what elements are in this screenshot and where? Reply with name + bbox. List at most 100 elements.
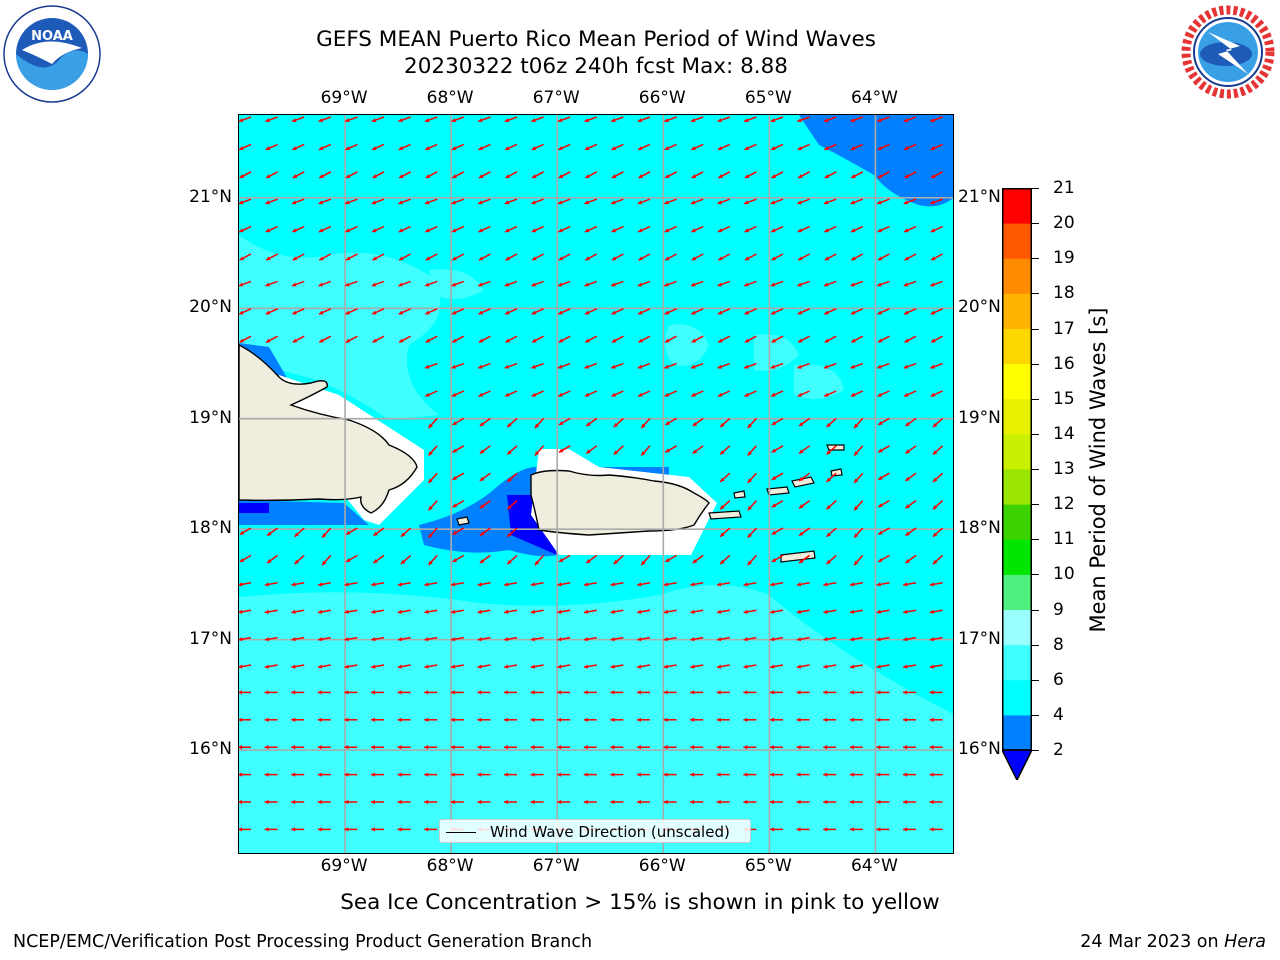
wind-arrow: [796, 827, 810, 832]
wind-arrow: [610, 198, 624, 205]
wind-arrow: [930, 171, 943, 179]
wind-arrow: [690, 198, 704, 205]
nws-logo: [1181, 5, 1275, 99]
wind-arrow: [397, 717, 411, 722]
wind-arrow: [797, 335, 810, 343]
wind-arrow: [797, 253, 810, 261]
noaa-logo-text: NOAA: [31, 29, 73, 44]
wind-arrow: [530, 745, 544, 750]
wind-arrow: [452, 527, 465, 536]
wind-arrow: [558, 143, 571, 151]
wind-arrow: [427, 527, 438, 539]
wind-arrow: [823, 664, 837, 669]
land-puerto-rico: [530, 469, 710, 536]
wind-arrow: [849, 799, 863, 805]
wind-arrow: [610, 799, 624, 805]
wind-arrow: [398, 280, 411, 287]
wind-arrow: [371, 717, 384, 722]
wind-arrow: [610, 772, 624, 777]
wind-arrow: [798, 499, 811, 509]
wind-arrow: [877, 554, 890, 563]
wind-arrow: [344, 198, 358, 205]
wind-arrow: [292, 225, 305, 233]
wind-arrow: [317, 772, 331, 777]
wind-arrow: [770, 717, 783, 722]
wind-arrow: [637, 582, 651, 587]
wind-arrow: [849, 717, 863, 722]
wind-arrow: [850, 390, 864, 397]
wind-arrow: [264, 745, 278, 750]
wind-arrow: [318, 116, 332, 123]
wind-arrow: [451, 308, 465, 315]
wind-arrow: [239, 335, 252, 343]
wind-arrow: [530, 690, 544, 695]
wind-arrow: [557, 772, 571, 777]
wind-arrow: [371, 198, 385, 205]
wind-arrow: [770, 772, 783, 777]
wind-arrow: [932, 472, 944, 483]
colorbar-tick-label: 9: [1053, 599, 1064, 620]
wind-arrow: [637, 609, 651, 614]
wind-arrow: [558, 171, 571, 179]
wind-arrow: [239, 554, 252, 563]
wind-arrow: [637, 745, 650, 750]
wind-arrow: [452, 472, 465, 481]
wind-arrow: [929, 582, 943, 587]
wind-arrow: [477, 799, 491, 805]
wind-arrow: [397, 772, 411, 777]
wind-arrow: [371, 582, 385, 587]
wind-arrow: [558, 335, 571, 343]
colorbar-tick-mark: [1032, 258, 1039, 260]
wind-arrow: [344, 609, 358, 614]
wind-arrow: [903, 308, 917, 315]
wind-arrow: [477, 664, 491, 669]
wind-arrow: [504, 745, 517, 750]
wind-arrow: [265, 116, 278, 123]
lat-label-left: 21°N: [189, 186, 232, 207]
lat-label-right: 20°N: [958, 297, 1001, 318]
wind-arrow: [345, 143, 358, 151]
wind-arrow: [344, 116, 358, 123]
wind-arrow: [903, 609, 917, 614]
wind-arrow: [557, 198, 571, 205]
wind-arrow: [477, 609, 491, 614]
wind-arrow: [823, 362, 837, 369]
wind-arrow: [611, 253, 624, 261]
wind-arrow: [717, 390, 731, 397]
colorbar-tick-label: 4: [1053, 704, 1064, 725]
wind-arrow: [239, 280, 252, 287]
wind-arrow: [345, 527, 358, 536]
wind-arrow: [318, 308, 332, 315]
wind-arrow: [876, 582, 890, 587]
wind-arrow: [239, 116, 252, 123]
contour-6-8-south: [239, 585, 953, 853]
wind-arrow: [610, 690, 624, 695]
wind-arrow: [371, 690, 384, 695]
wind-arrow: [930, 308, 943, 315]
wind-arrow: [451, 280, 465, 287]
wind-arrow: [239, 527, 252, 536]
wind-arrow: [638, 335, 651, 343]
wind-arrow: [450, 636, 464, 642]
wind-arrow: [477, 198, 491, 205]
wind-arrow: [531, 143, 544, 151]
wind-arrow: [930, 390, 943, 397]
wind-arrow: [692, 554, 704, 564]
wind-arrow: [239, 308, 252, 315]
wind-arrow: [716, 690, 730, 695]
wind-arrow: [771, 527, 784, 536]
wind-arrow: [903, 198, 917, 205]
colorbar-tick-label: 18: [1053, 283, 1075, 304]
wind-arrow: [450, 772, 464, 777]
wind-arrow: [400, 554, 412, 565]
wind-arrow: [291, 636, 305, 642]
wind-arrow: [849, 609, 863, 614]
wind-arrow: [903, 690, 916, 695]
lat-label-right: 21°N: [958, 186, 1001, 207]
wind-arrow: [637, 362, 651, 369]
wind-arrow: [770, 198, 784, 205]
lat-label-left: 17°N: [189, 628, 232, 649]
wind-arrow: [318, 225, 332, 233]
lon-label-bottom: 68°W: [426, 856, 474, 876]
wind-arrow: [691, 143, 704, 151]
